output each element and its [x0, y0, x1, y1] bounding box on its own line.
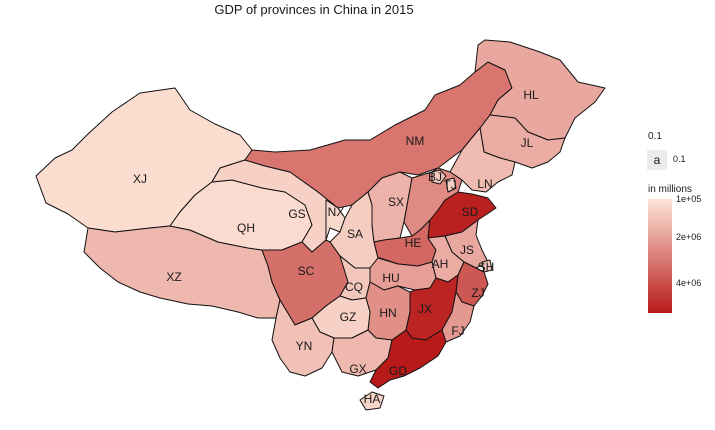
- fill-legend-colorbar: [648, 199, 672, 313]
- province-label-jl: JL: [521, 136, 534, 150]
- province-label-ah: AH: [432, 257, 449, 271]
- province-hl: [474, 39, 606, 141]
- province-label-gs: GS: [288, 207, 305, 221]
- fill-legend-tick: 2e+06: [676, 231, 702, 242]
- province-label-he: HE: [405, 236, 422, 250]
- province-label-bj: BJ: [428, 170, 442, 184]
- province-tj: [445, 177, 457, 193]
- province-bj: [431, 169, 447, 185]
- fill-legend-tick: 1e+05: [676, 194, 702, 204]
- fill-legend-title: in millions: [648, 184, 692, 195]
- province-label-zj: ZJ: [471, 286, 484, 300]
- province-label-nm: NM: [406, 134, 425, 148]
- province-label-js: JS: [460, 243, 474, 257]
- province-label-sc: SC: [298, 264, 315, 278]
- fill-legend-tick: 4e+06: [676, 278, 702, 289]
- province-label-gd: GD: [389, 364, 407, 378]
- province-label-fj: FJ: [451, 324, 464, 338]
- province-gd: [369, 329, 447, 389]
- province-label-qh: QH: [237, 221, 255, 235]
- province-label-nx: NX: [328, 205, 345, 219]
- province-label-gz: GZ: [340, 310, 357, 324]
- province-ln: [449, 127, 516, 193]
- province-label-sa: SA: [347, 227, 363, 241]
- map-title: GDP of provinces in China in 2015: [214, 2, 414, 17]
- province-label-sx: SX: [388, 195, 404, 209]
- province-ha: [359, 391, 385, 411]
- size-legend-title: 0.1: [648, 131, 662, 142]
- province-label-xz: XZ: [166, 270, 181, 284]
- province-label-yn: YN: [296, 339, 313, 353]
- province-label-ha: HA: [364, 392, 381, 406]
- province-label-gx: GX: [349, 362, 366, 376]
- province-label-hl: HL: [523, 88, 539, 102]
- province-label-xj: XJ: [133, 172, 147, 186]
- province-label-sh: SH: [478, 260, 495, 274]
- province-label-ln: LN: [477, 177, 492, 191]
- province-label-jx: JX: [418, 302, 432, 316]
- province-label-hu: HU: [382, 271, 399, 285]
- province-label-sd: SD: [462, 205, 479, 219]
- province-label-hn: HN: [379, 306, 396, 320]
- size-legend-key: a: [647, 150, 667, 170]
- size-legend-label: 0.1: [673, 154, 686, 164]
- province-sh: [481, 259, 493, 273]
- province-label-cq: CQ: [345, 280, 363, 294]
- province-label-tj: TJ: [443, 178, 456, 192]
